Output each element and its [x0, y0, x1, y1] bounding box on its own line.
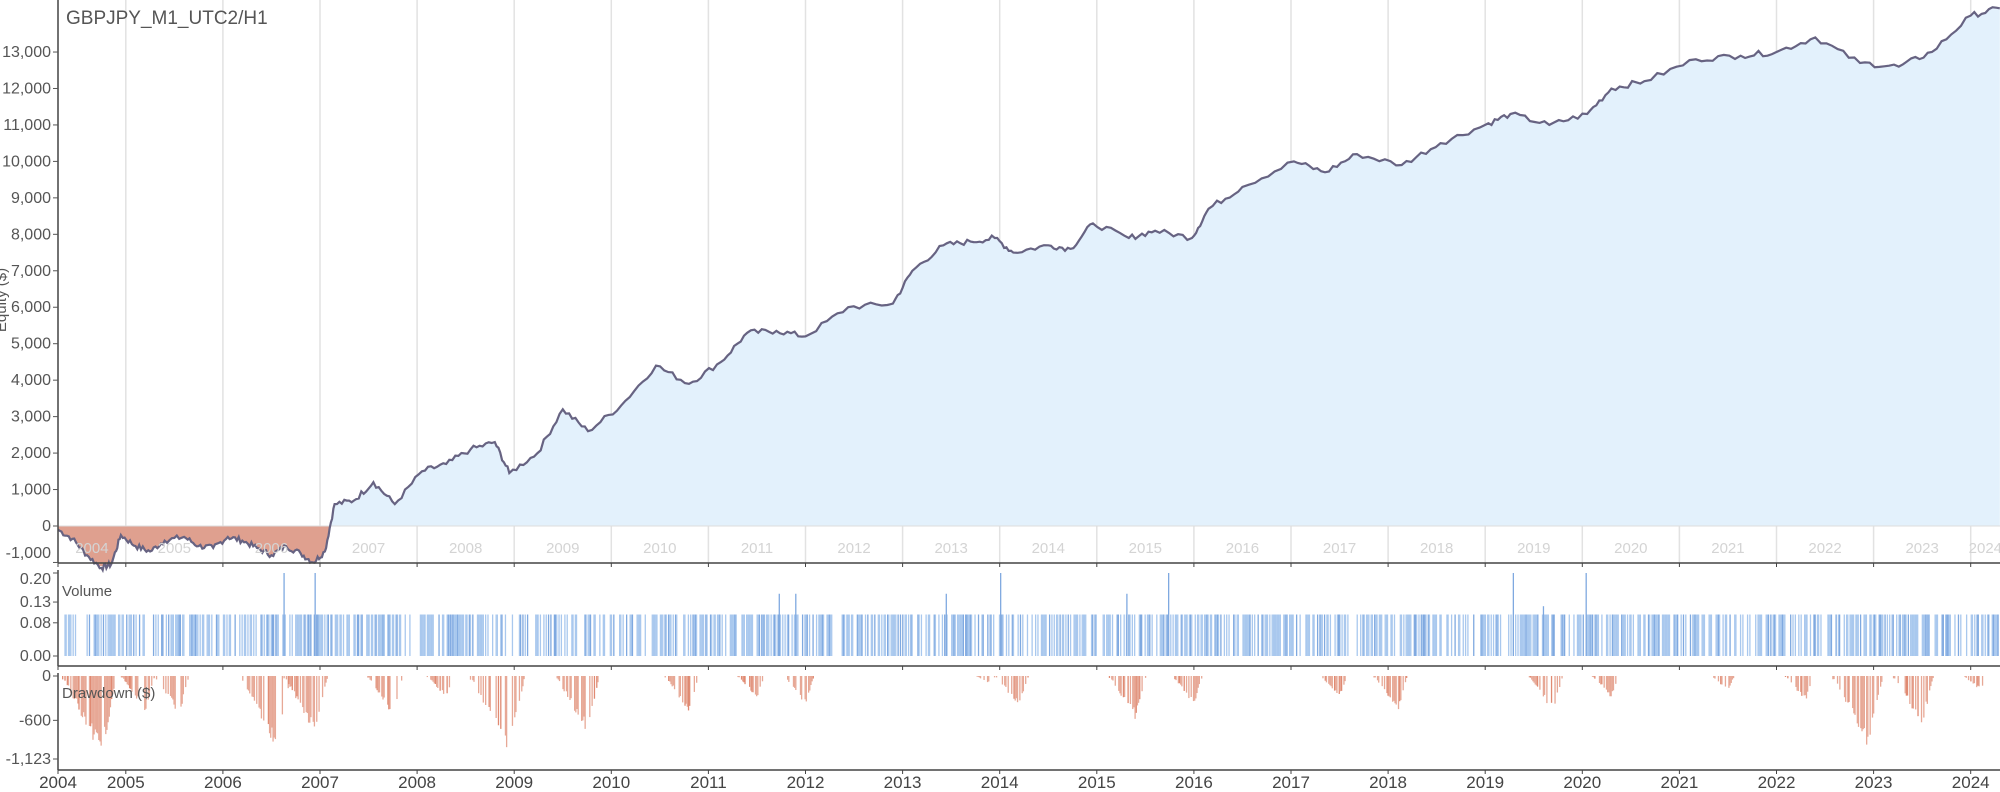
x-tick-2012: 2012	[787, 773, 825, 792]
x-tick-2014: 2014	[981, 773, 1019, 792]
x-tick-2024: 2024	[1952, 773, 1990, 792]
x-tick-2017: 2017	[1272, 773, 1310, 792]
year-label-2014: 2014	[1032, 540, 1065, 557]
year-label-2006: 2006	[255, 540, 288, 557]
year-label-2015: 2015	[1129, 540, 1162, 557]
drawdown-label: Drawdown ($)	[62, 685, 155, 702]
y-tick-5,000: 5,000	[11, 336, 51, 353]
year-label-2009: 2009	[546, 540, 579, 557]
y-tick-0: 0	[42, 518, 51, 535]
year-label-2017: 2017	[1323, 540, 1356, 557]
equity-line	[57, 6, 2000, 574]
year-label-2012: 2012	[837, 540, 870, 557]
year-label-2008: 2008	[449, 540, 482, 557]
equity-positive-area	[58, 7, 2000, 526]
x-tick-2023: 2023	[1855, 773, 1893, 792]
year-label-2024: 2024	[1969, 540, 2000, 557]
y-tick-12,000: 12,000	[2, 80, 51, 97]
x-tick-2016: 2016	[1175, 773, 1213, 792]
year-label-2018: 2018	[1420, 540, 1453, 557]
y-tick-1,000: 1,000	[11, 482, 51, 499]
volume-tick-0.20: 0.20	[20, 571, 51, 588]
chart-title: GBPJPY_M1_UTC2/H1	[66, 8, 268, 29]
drawdown-tick--600: -600	[19, 712, 51, 729]
equity-y-axis: -1,000 0 1,000 2,000 3,000 4,000 5,000 6,000 7,0…	[2, 0, 59, 563]
x-axis: 2004 2005 2006 2007 2008 2009 2010 2011 2012 2013…	[39, 562, 2000, 792]
x-tick-2009: 2009	[495, 773, 533, 792]
x-tick-2020: 2020	[1563, 773, 1601, 792]
volume-y-axis: 0.00 0.08 0.13 0.20	[20, 570, 59, 666]
year-label-2021: 2021	[1711, 540, 1744, 557]
drawdown-y-axis: 0 -600 -1,123	[6, 668, 59, 770]
drawdown-tick--1,123: -1,123	[6, 751, 51, 768]
x-tick-2018: 2018	[1369, 773, 1407, 792]
equity-year-labels: 2004 2005 2006 2007 2008 2009 2010 2011 2012 2013…	[75, 540, 2000, 557]
year-label-2011: 2011	[741, 540, 773, 557]
y-tick-10,000: 10,000	[2, 153, 51, 170]
year-label-2005: 2005	[158, 540, 191, 557]
y-tick-13,000: 13,000	[2, 44, 51, 61]
year-label-2022: 2022	[1808, 540, 1841, 557]
year-label-2019: 2019	[1517, 540, 1550, 557]
x-tick-2007: 2007	[301, 773, 339, 792]
x-tick-2010: 2010	[592, 773, 630, 792]
x-tick-2011: 2011	[690, 773, 727, 792]
volume-tick-0.08: 0.08	[20, 615, 51, 632]
year-label-2007: 2007	[352, 540, 385, 557]
x-tick-2022: 2022	[1758, 773, 1796, 792]
year-label-2004: 2004	[75, 540, 108, 557]
y-tick-4,000: 4,000	[11, 372, 51, 389]
drawdown-tick-0: 0	[42, 668, 51, 685]
x-tick-2005: 2005	[107, 773, 145, 792]
y-tick-3,000: 3,000	[11, 409, 51, 426]
equity-negative-area	[58, 526, 2000, 566]
volume-tick-0.13: 0.13	[20, 594, 51, 611]
year-label-2023: 2023	[1905, 540, 1938, 557]
y-tick-2,000: 2,000	[11, 445, 51, 462]
x-tick-2013: 2013	[884, 773, 922, 792]
volume-label: Volume	[62, 583, 112, 600]
volume-bars	[64, 573, 1999, 656]
year-label-2020: 2020	[1614, 540, 1647, 557]
y-tick-9,000: 9,000	[11, 190, 51, 207]
y-tick--1,000: -1,000	[6, 545, 51, 562]
equity-y-label: Equity ($)	[0, 268, 10, 332]
drawdown-bars	[62, 676, 1984, 748]
volume-tick-0.00: 0.00	[20, 648, 51, 665]
y-tick-11,000: 11,000	[3, 117, 51, 134]
year-label-2010: 2010	[643, 540, 676, 557]
x-tick-2008: 2008	[398, 773, 436, 792]
year-label-2016: 2016	[1226, 540, 1259, 557]
year-label-2013: 2013	[934, 540, 967, 557]
y-tick-7,000: 7,000	[11, 263, 51, 280]
x-tick-2006: 2006	[204, 773, 242, 792]
y-tick-6,000: 6,000	[11, 299, 51, 316]
y-tick-8,000: 8,000	[11, 226, 51, 243]
x-tick-2004: 2004	[39, 773, 77, 792]
x-tick-2015: 2015	[1078, 773, 1116, 792]
x-tick-2019: 2019	[1466, 773, 1504, 792]
x-tick-2021: 2021	[1660, 773, 1698, 792]
